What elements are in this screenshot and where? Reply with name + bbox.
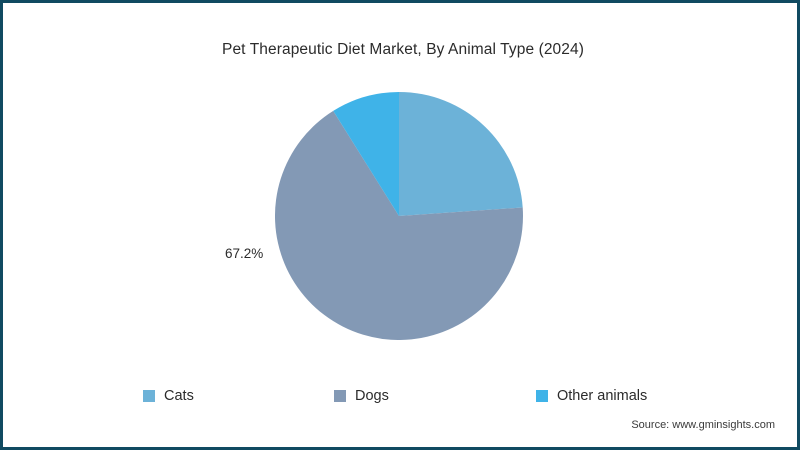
- pie-chart: [275, 92, 523, 340]
- pie-slice-other-animals[interactable]: [333, 92, 399, 216]
- pie-slice-group: [275, 92, 523, 340]
- page-title: Pet Therapeutic Diet Market, By Animal T…: [222, 41, 584, 58]
- source-attribution: Source: www.gminsights.com: [631, 419, 775, 431]
- legend-label-dogs: Dogs: [355, 387, 389, 404]
- legend-swatch-icon-other-animals: [536, 390, 548, 402]
- legend-item-cats[interactable]: Cats: [143, 385, 194, 407]
- legend-label-other-animals: Other animals: [557, 387, 648, 404]
- legend-label-cats: Cats: [164, 387, 194, 404]
- legend-swatch-icon-dogs: [334, 390, 346, 402]
- pie-slice-cats[interactable]: [399, 92, 523, 216]
- slice-percentage-label-dogs: 67.2%: [225, 246, 264, 261]
- legend-item-dogs[interactable]: Dogs: [334, 385, 389, 407]
- pie-svg: [275, 92, 523, 340]
- legend-swatch-icon-cats: [143, 390, 155, 402]
- legend-item-other-animals[interactable]: Other animals: [536, 385, 647, 407]
- chart-legend: Cats Dogs Other animals: [143, 385, 683, 407]
- pie-slice-dogs[interactable]: [275, 110, 523, 340]
